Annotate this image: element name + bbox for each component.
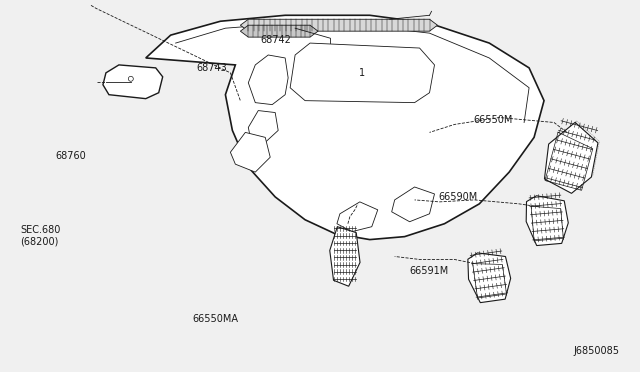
Text: 1: 1 xyxy=(359,68,365,78)
Text: 66591M: 66591M xyxy=(409,266,449,276)
Polygon shape xyxy=(330,227,360,286)
Polygon shape xyxy=(337,202,378,232)
Polygon shape xyxy=(241,19,438,31)
Polygon shape xyxy=(146,15,544,240)
Polygon shape xyxy=(248,110,278,142)
Polygon shape xyxy=(392,187,435,222)
Text: SEC.680: SEC.680 xyxy=(20,225,61,235)
Polygon shape xyxy=(290,43,435,103)
Text: J6850085: J6850085 xyxy=(573,346,620,356)
Polygon shape xyxy=(468,253,511,303)
Polygon shape xyxy=(230,132,270,172)
Text: 66550M: 66550M xyxy=(473,115,512,125)
Polygon shape xyxy=(545,122,598,193)
Text: 68742: 68742 xyxy=(260,35,291,45)
Polygon shape xyxy=(248,55,288,105)
Text: 66550MA: 66550MA xyxy=(193,314,239,324)
Text: 68760: 68760 xyxy=(56,151,86,161)
Polygon shape xyxy=(103,65,163,99)
Text: (68200): (68200) xyxy=(20,236,59,246)
Polygon shape xyxy=(241,25,318,37)
Text: 68743: 68743 xyxy=(196,63,227,73)
Text: 66590M: 66590M xyxy=(438,192,477,202)
Polygon shape xyxy=(526,196,568,246)
